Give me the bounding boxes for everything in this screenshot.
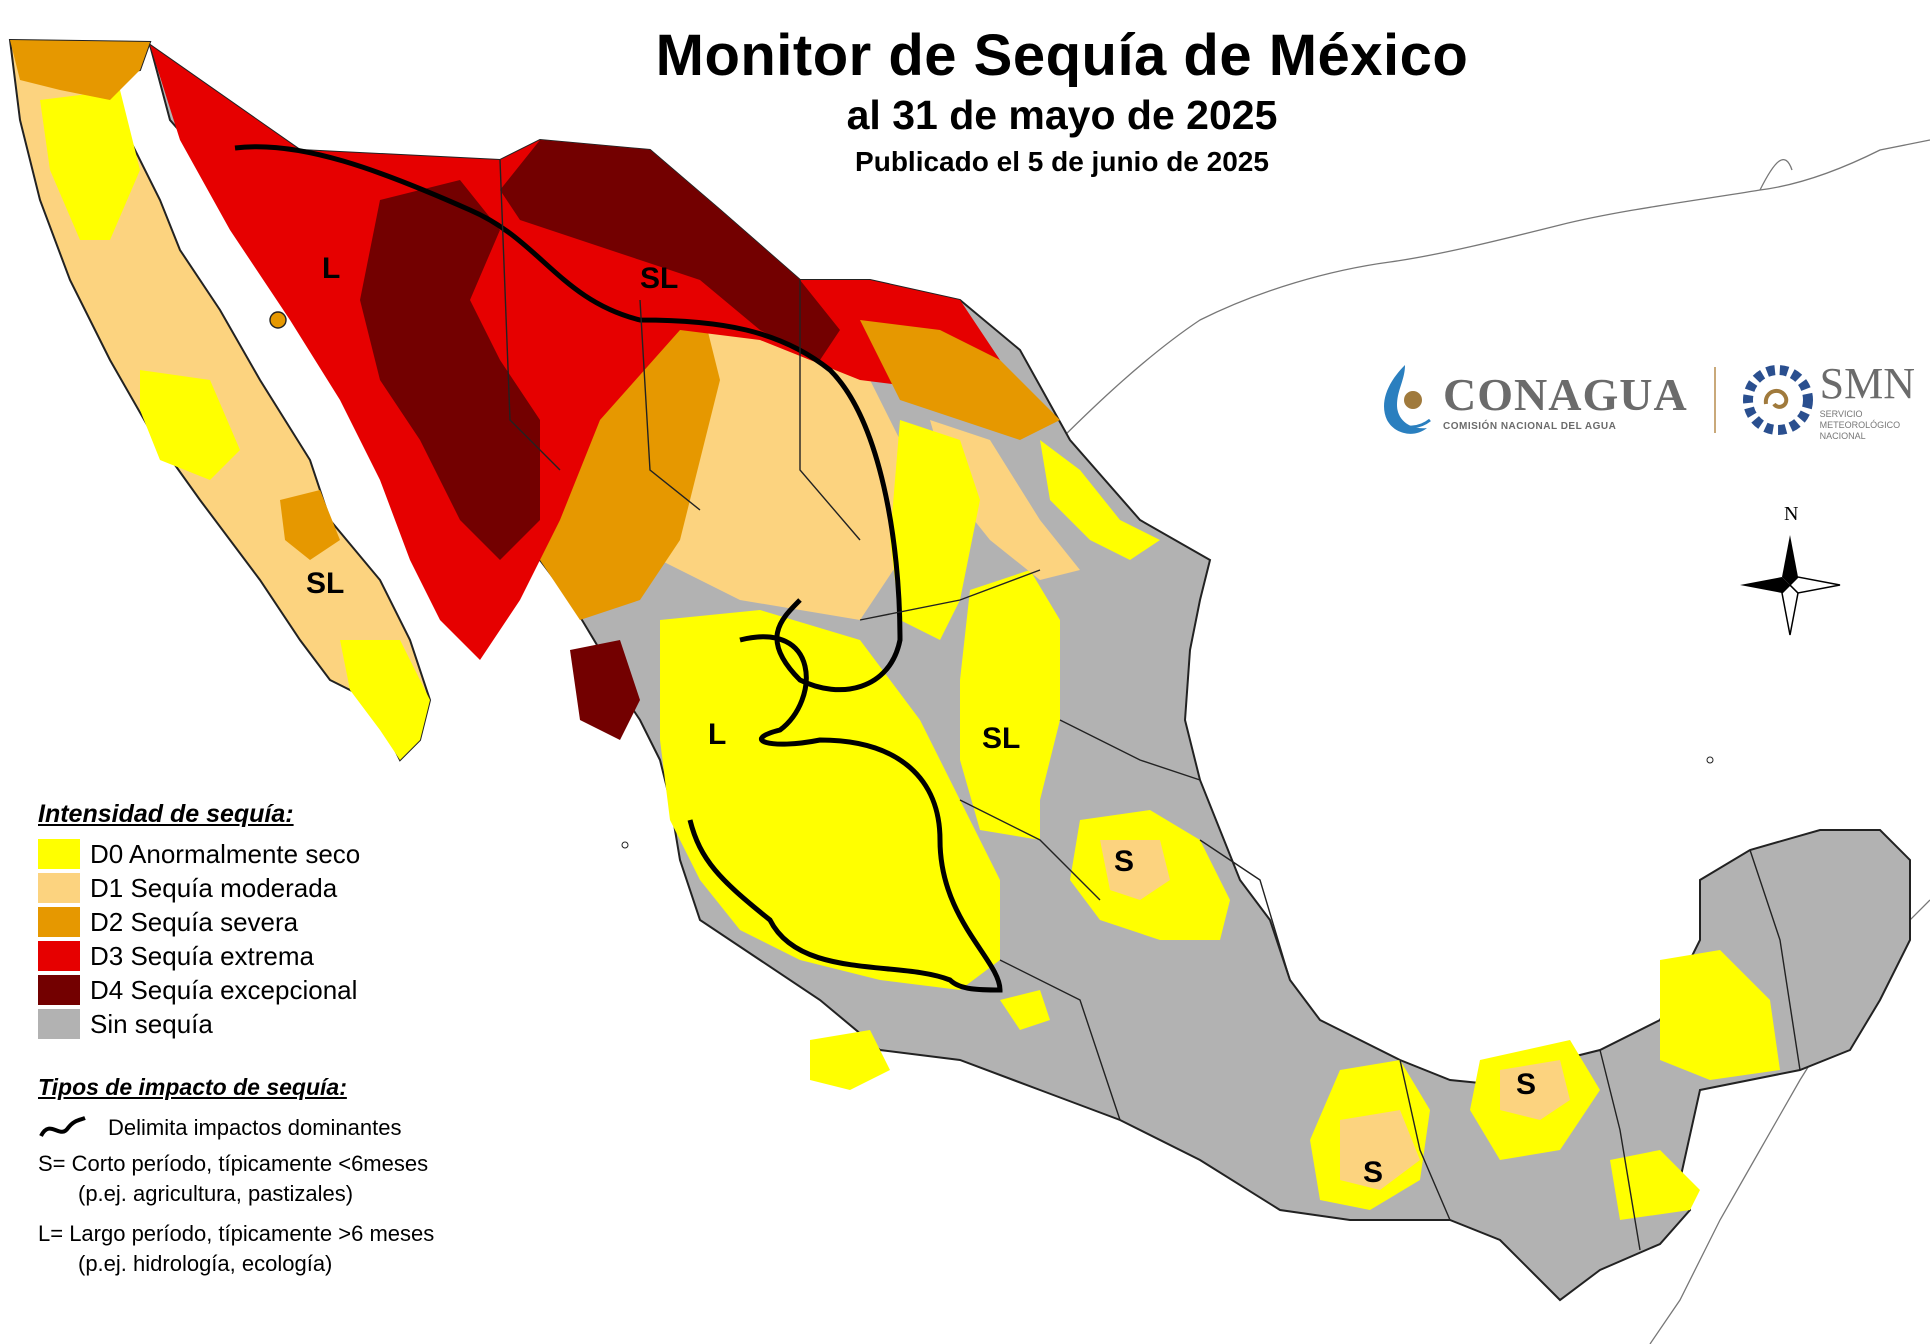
legend-item-none: Sin sequía	[38, 1007, 498, 1041]
legend-label-d0: D0 Anormalmente seco	[90, 838, 361, 869]
us-coastline	[1049, 139, 1930, 451]
zone-d4-sinaloa	[570, 640, 640, 740]
swatch-d4	[38, 975, 80, 1005]
agency-logos: CONAGUA COMISIÓN NACIONAL DEL AGUA SMN S…	[1375, 355, 1920, 445]
zone-d2-baja-mid	[280, 490, 340, 560]
conagua-wordmark: CONAGUA COMISIÓN NACIONAL DEL AGUA	[1443, 368, 1688, 432]
north-arrow	[1740, 535, 1841, 636]
short-term-line2: (p.ej. agricultura, pastizales)	[78, 1181, 354, 1206]
swatch-d2	[38, 907, 80, 937]
smn-logo-icon	[1742, 365, 1813, 435]
smn-name: SMN	[1819, 359, 1916, 408]
legend-label-none: Sin sequía	[90, 1008, 213, 1039]
state-lines	[499, 159, 1801, 1251]
zone-label-east-central: SL	[982, 722, 1021, 755]
swatch-d3	[38, 941, 80, 971]
zone-label-south-2: S	[1516, 1068, 1537, 1101]
zone-d0-baja-north	[40, 90, 140, 240]
zone-d2-east	[860, 320, 1060, 440]
zone-d0-yucatan	[1660, 950, 1780, 1080]
impact-boundary-north	[234, 144, 903, 693]
zone-d0-northeast-strip	[890, 420, 980, 640]
swatch-none	[38, 1009, 80, 1039]
legend-item-d1: D1 Sequía moderada	[38, 871, 498, 905]
legend-impact: Tipos de impacto de sequía: Delimita imp…	[38, 1074, 558, 1281]
zone-d0-west	[660, 610, 1000, 990]
published-date: Publicado el 5 de junio de 2025	[855, 146, 1269, 177]
legend-item-d0: D0 Anormalmente seco	[38, 837, 498, 871]
conagua-subtitle: COMISIÓN NACIONAL DEL AGUA	[1443, 421, 1617, 432]
north-label: N	[1784, 503, 1799, 525]
legend-label-d2: D2 Sequía severa	[90, 906, 299, 937]
smn-wordmark: SMN SERVICIO METEOROLÓGICO NACIONAL	[1820, 358, 1915, 442]
legend-item-d4: D4 Sequía excepcional	[38, 973, 498, 1007]
zone-d2-baja-north	[10, 40, 150, 100]
impact-boundary-west	[687, 634, 1003, 993]
legend-label-d3: D3 Sequía extrema	[90, 940, 315, 971]
zone-label-north-central: SL	[640, 262, 679, 295]
zone-d1-oaxaca	[1340, 1110, 1420, 1190]
boundary-line-icon	[39, 1116, 86, 1138]
zone-d1-tabasco	[1500, 1060, 1570, 1120]
island-small-2	[621, 841, 629, 849]
zone-d0-michoacan	[1000, 990, 1050, 1030]
map-title: Monitor de Sequía de México	[655, 23, 1469, 88]
long-term-line2: (p.ej. hidrología, ecología)	[78, 1251, 333, 1276]
logo-divider	[1713, 367, 1716, 433]
zone-d0-east	[960, 570, 1060, 840]
zone-label-north-sonora: L	[322, 252, 341, 285]
zone-label-south-1: S	[1363, 1156, 1384, 1189]
zone-d1-hidalgo	[1100, 840, 1170, 900]
zone-label-west-central: L	[708, 718, 727, 751]
zone-d4-northeast	[500, 140, 840, 360]
island-small-1	[1706, 756, 1714, 764]
zone-d1-east	[930, 420, 1080, 580]
boundary-label: Delimita impactos dominantes	[108, 1115, 402, 1140]
legend-intensity: Intensidad de sequía: D0 Anormalmente se…	[38, 800, 498, 1041]
florida-coast	[1759, 158, 1793, 191]
swatch-d1	[38, 873, 80, 903]
swatch-d0	[38, 839, 80, 869]
zone-d0-chiapas	[1610, 1150, 1700, 1220]
short-term-line1: S= Corto período, típicamente <6meses	[38, 1151, 429, 1176]
legend-intensity-title: Intensidad de sequía:	[38, 800, 294, 828]
legend-label-d1: D1 Sequía moderada	[90, 872, 338, 903]
legend-item-d3: D3 Sequía extrema	[38, 939, 498, 973]
zone-d0-gulf	[1040, 440, 1160, 560]
legend-boundary-row: Delimita impactos dominantes	[38, 1115, 558, 1141]
map-subtitle: al 31 de mayo de 2025	[846, 92, 1278, 138]
smn-sub-1: SERVICIO	[1819, 409, 1863, 419]
island-tiburon	[269, 311, 287, 329]
legend-item-d2: D2 Sequía severa	[38, 905, 498, 939]
zone-d3-north	[150, 45, 1000, 660]
smn-sub-2: METEOROLÓGICO	[1819, 420, 1901, 430]
conagua-name: CONAGUA	[1443, 369, 1688, 420]
legend-label-d4: D4 Sequía excepcional	[90, 974, 358, 1005]
zone-d0-baja-mid	[140, 370, 240, 480]
zone-d0-baja-south	[340, 640, 430, 760]
conagua-logo-icon	[1384, 365, 1431, 434]
zone-label-gulf-1: S	[1114, 845, 1135, 878]
zone-label-baja-sur: SL	[306, 567, 345, 600]
long-term-line1: L= Largo período, típicamente >6 meses	[38, 1221, 435, 1246]
legend-impact-title: Tipos de impacto de sequía:	[38, 1074, 347, 1100]
zone-d4-north	[360, 180, 540, 560]
smn-sub-3: NACIONAL	[1819, 431, 1866, 441]
zone-d0-guerrero	[810, 1030, 890, 1090]
